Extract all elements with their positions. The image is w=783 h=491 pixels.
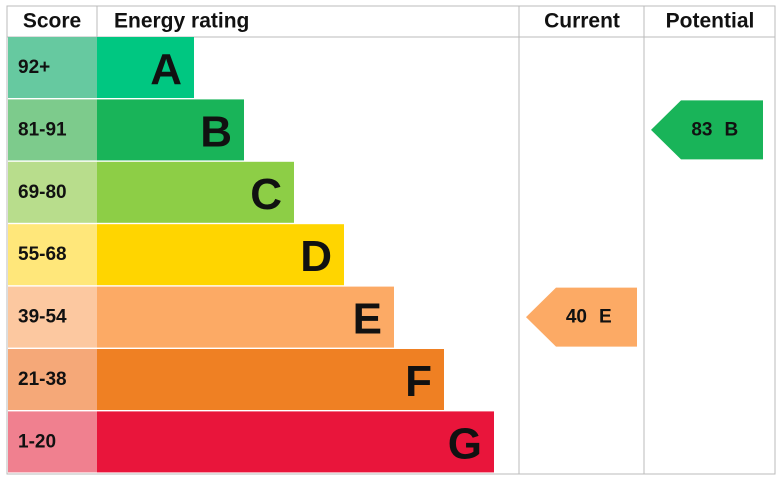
header-score: Score <box>23 10 81 33</box>
header-rating: Energy rating <box>114 10 249 33</box>
rating-bar <box>97 411 494 473</box>
potential-arrow <box>651 100 763 160</box>
score-cell <box>8 411 97 473</box>
rating-letter: A <box>150 45 182 94</box>
score-cell <box>8 349 97 410</box>
rating-bar <box>97 349 444 410</box>
score-cell <box>8 99 97 161</box>
rating-letter: F <box>405 357 432 406</box>
rating-letter: D <box>300 232 332 281</box>
rating-bar <box>97 99 244 161</box>
current-arrow <box>526 287 637 347</box>
rating-letter: G <box>448 419 482 468</box>
score-cell <box>8 37 97 98</box>
score-label: 55-68 <box>18 244 67 265</box>
frame <box>6 5 776 475</box>
score-label: 1-20 <box>18 431 56 452</box>
rating-letter: E <box>353 295 382 344</box>
rating-bar <box>97 286 394 348</box>
potential-letter: B <box>725 119 739 140</box>
rating-letter: B <box>200 107 232 156</box>
potential-value: 83 <box>691 119 712 140</box>
rating-bar <box>97 161 294 223</box>
score-label: 92+ <box>18 57 50 78</box>
rating-bar <box>97 224 344 286</box>
score-label: 21-38 <box>18 369 67 390</box>
rating-bar <box>97 37 194 98</box>
header-current: Current <box>544 10 620 33</box>
score-label: 69-80 <box>18 182 67 203</box>
current-value: 40 <box>566 307 587 328</box>
score-cell <box>8 224 97 286</box>
current-letter: E <box>599 307 612 328</box>
rating-letter: C <box>250 170 282 219</box>
score-label: 81-91 <box>18 119 67 140</box>
header-potential: Potential <box>666 10 755 33</box>
score-cell <box>8 161 97 223</box>
score-label: 39-54 <box>18 307 67 328</box>
score-cell <box>8 286 97 348</box>
